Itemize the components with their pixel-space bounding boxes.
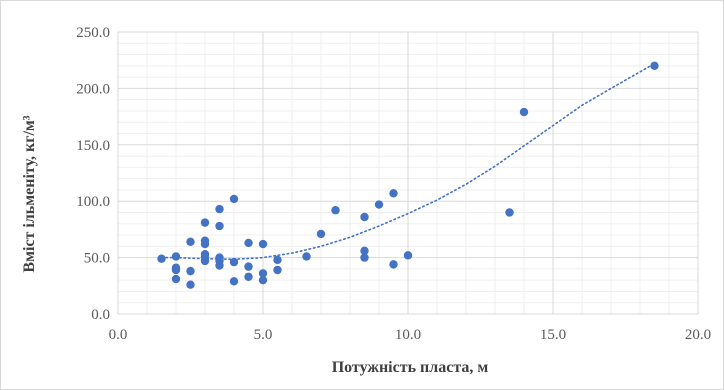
data-point [229, 194, 239, 204]
data-point [244, 238, 253, 248]
y-tick-label: 200.0 [76, 81, 110, 97]
data-point [273, 265, 282, 275]
data-point [258, 239, 268, 249]
trendline [160, 62, 656, 261]
data-point [360, 246, 369, 256]
y-axis-tick-labels: 0.0 50.0 100.0 150.0 200.0 250.0 [76, 25, 110, 323]
data-point [171, 274, 181, 284]
y-tick-label: 150.0 [76, 138, 110, 154]
x-axis-tick-labels: 0.0 5.0 10.0 15.0 20.0 [109, 327, 712, 343]
data-point [258, 275, 268, 285]
data-point [389, 189, 398, 198]
data-point [215, 204, 224, 214]
x-tick-label: 15.0 [540, 327, 566, 343]
data-point [186, 237, 195, 247]
data-point [200, 239, 210, 249]
data-point [505, 208, 514, 217]
data-point [229, 277, 239, 286]
data-point [215, 221, 224, 231]
data-point [244, 262, 253, 271]
data-point [403, 251, 413, 260]
data-points [157, 61, 659, 289]
data-point [650, 61, 659, 71]
y-tick-label: 50.0 [84, 251, 110, 267]
x-tick-label: 20.0 [685, 327, 711, 343]
data-point [171, 252, 181, 261]
data-point [374, 200, 384, 209]
data-point [360, 253, 369, 262]
data-point [316, 229, 326, 239]
data-point [200, 218, 210, 227]
data-point [229, 257, 239, 267]
y-tick-label: 0.0 [91, 307, 110, 323]
data-point [519, 107, 529, 117]
data-point [331, 206, 340, 215]
data-point [360, 212, 369, 222]
data-point [171, 265, 181, 275]
data-point [200, 256, 210, 266]
data-point [186, 280, 195, 289]
data-point [302, 252, 311, 261]
x-axis-title: Потужність пласта, м [332, 359, 489, 376]
data-point [273, 255, 282, 265]
y-tick-label: 250.0 [76, 25, 110, 41]
data-point [186, 266, 195, 276]
data-point [215, 261, 224, 270]
data-point [258, 269, 268, 278]
y-axis-title: Вміст ільменіту, кг/м³ [21, 115, 38, 272]
data-point [157, 254, 166, 263]
x-tick-label: 0.0 [109, 327, 128, 343]
x-tick-label: 10.0 [395, 327, 421, 343]
x-tick-label: 5.0 [254, 327, 273, 343]
data-point [244, 272, 253, 281]
y-tick-label: 100.0 [76, 194, 110, 210]
data-point [389, 260, 398, 269]
